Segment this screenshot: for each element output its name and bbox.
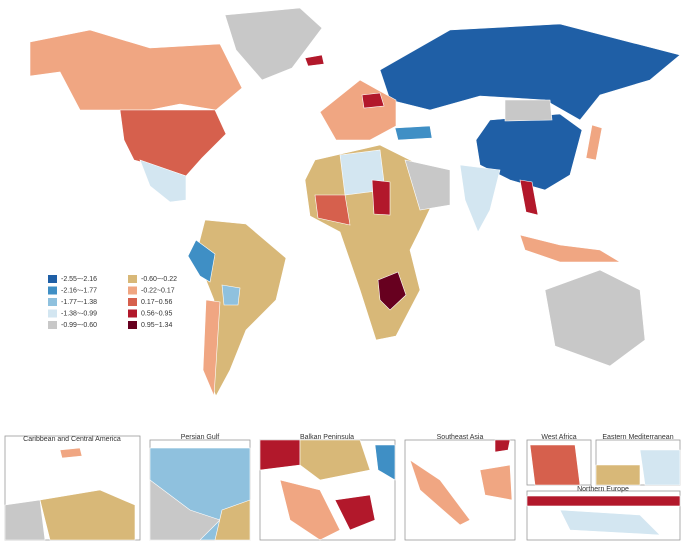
legend-label: 0.56~0.95 (141, 310, 172, 317)
inset-land (149, 479, 221, 541)
legend-label: -2.55~-2.16 (61, 276, 97, 283)
legend-label: 0.17~0.56 (141, 299, 172, 306)
zambia (377, 271, 407, 311)
legend-label: -2.16~-1.77 (61, 287, 97, 294)
inset-land (595, 464, 641, 486)
canada-alaska (29, 29, 243, 111)
chad (371, 179, 391, 216)
inset-land (559, 509, 661, 536)
inset-land (409, 459, 471, 526)
legend-swatch (48, 275, 57, 283)
inset-title: Northern Europe (577, 486, 629, 493)
legend-label: -0.22~0.17 (141, 287, 175, 294)
legend-swatch (48, 298, 57, 306)
legend-swatch (48, 286, 57, 295)
legend: -2.55~-2.16 -2.16~-1.77 -1.77~-1.38 -1.38~-… (48, 275, 177, 329)
inset-title: Persian Gulf (181, 434, 220, 441)
inset-land (529, 444, 581, 486)
inset-land (526, 495, 681, 507)
europe (319, 79, 397, 141)
legend-label: 0.95~1.34 (141, 322, 172, 329)
india (459, 164, 501, 233)
inset-land (639, 449, 681, 486)
poland (361, 92, 385, 109)
turkey (394, 125, 433, 141)
inset-land (479, 464, 513, 501)
legend-swatch (128, 298, 137, 306)
inset-land (59, 447, 83, 459)
australia (544, 269, 646, 367)
inset-land (299, 439, 371, 481)
legend-swatch (128, 275, 137, 283)
inset-title: Balkan Peninsula (300, 434, 354, 441)
mexico (139, 159, 187, 203)
legend-swatch (128, 309, 137, 318)
inset-title: West Africa (541, 434, 576, 441)
bolivia (221, 284, 241, 306)
iceland (304, 54, 325, 67)
inset-land (279, 479, 341, 541)
west-africa (314, 194, 351, 226)
inset-land (39, 489, 136, 541)
legend-swatch (128, 321, 137, 329)
legend-label: -0.60~-0.22 (141, 276, 177, 283)
south-america (195, 219, 287, 397)
inset-land (214, 499, 251, 541)
insets: Caribbean and Central America Persian Gu… (4, 434, 681, 541)
inset-land (494, 439, 511, 453)
greenland (224, 7, 323, 81)
indonesia (519, 234, 622, 263)
inset-title: Southeast Asia (437, 434, 484, 441)
inset-land (4, 499, 46, 541)
legend-swatch (48, 309, 57, 318)
legend-swatch (128, 286, 137, 295)
legend-swatch (48, 321, 57, 329)
mongolia (504, 99, 553, 122)
inset-land (334, 494, 376, 531)
chile-argentina (202, 299, 221, 397)
inset-title: Eastern Mediterranean (602, 434, 673, 441)
usa (119, 109, 227, 177)
inset-land (374, 444, 396, 481)
inset-title: Caribbean and Central America (23, 436, 121, 443)
arabia (404, 159, 451, 211)
japan (585, 124, 603, 161)
inset-land (259, 439, 301, 471)
world-map (29, 7, 681, 397)
china (475, 113, 583, 191)
russia (379, 23, 681, 121)
legend-label: -0.99~-0.60 (61, 322, 97, 329)
vietnam (519, 179, 539, 216)
legend-label: -1.77~-1.38 (61, 299, 97, 306)
peru (187, 239, 216, 283)
legend-label: -1.38~-0.99 (61, 310, 97, 317)
